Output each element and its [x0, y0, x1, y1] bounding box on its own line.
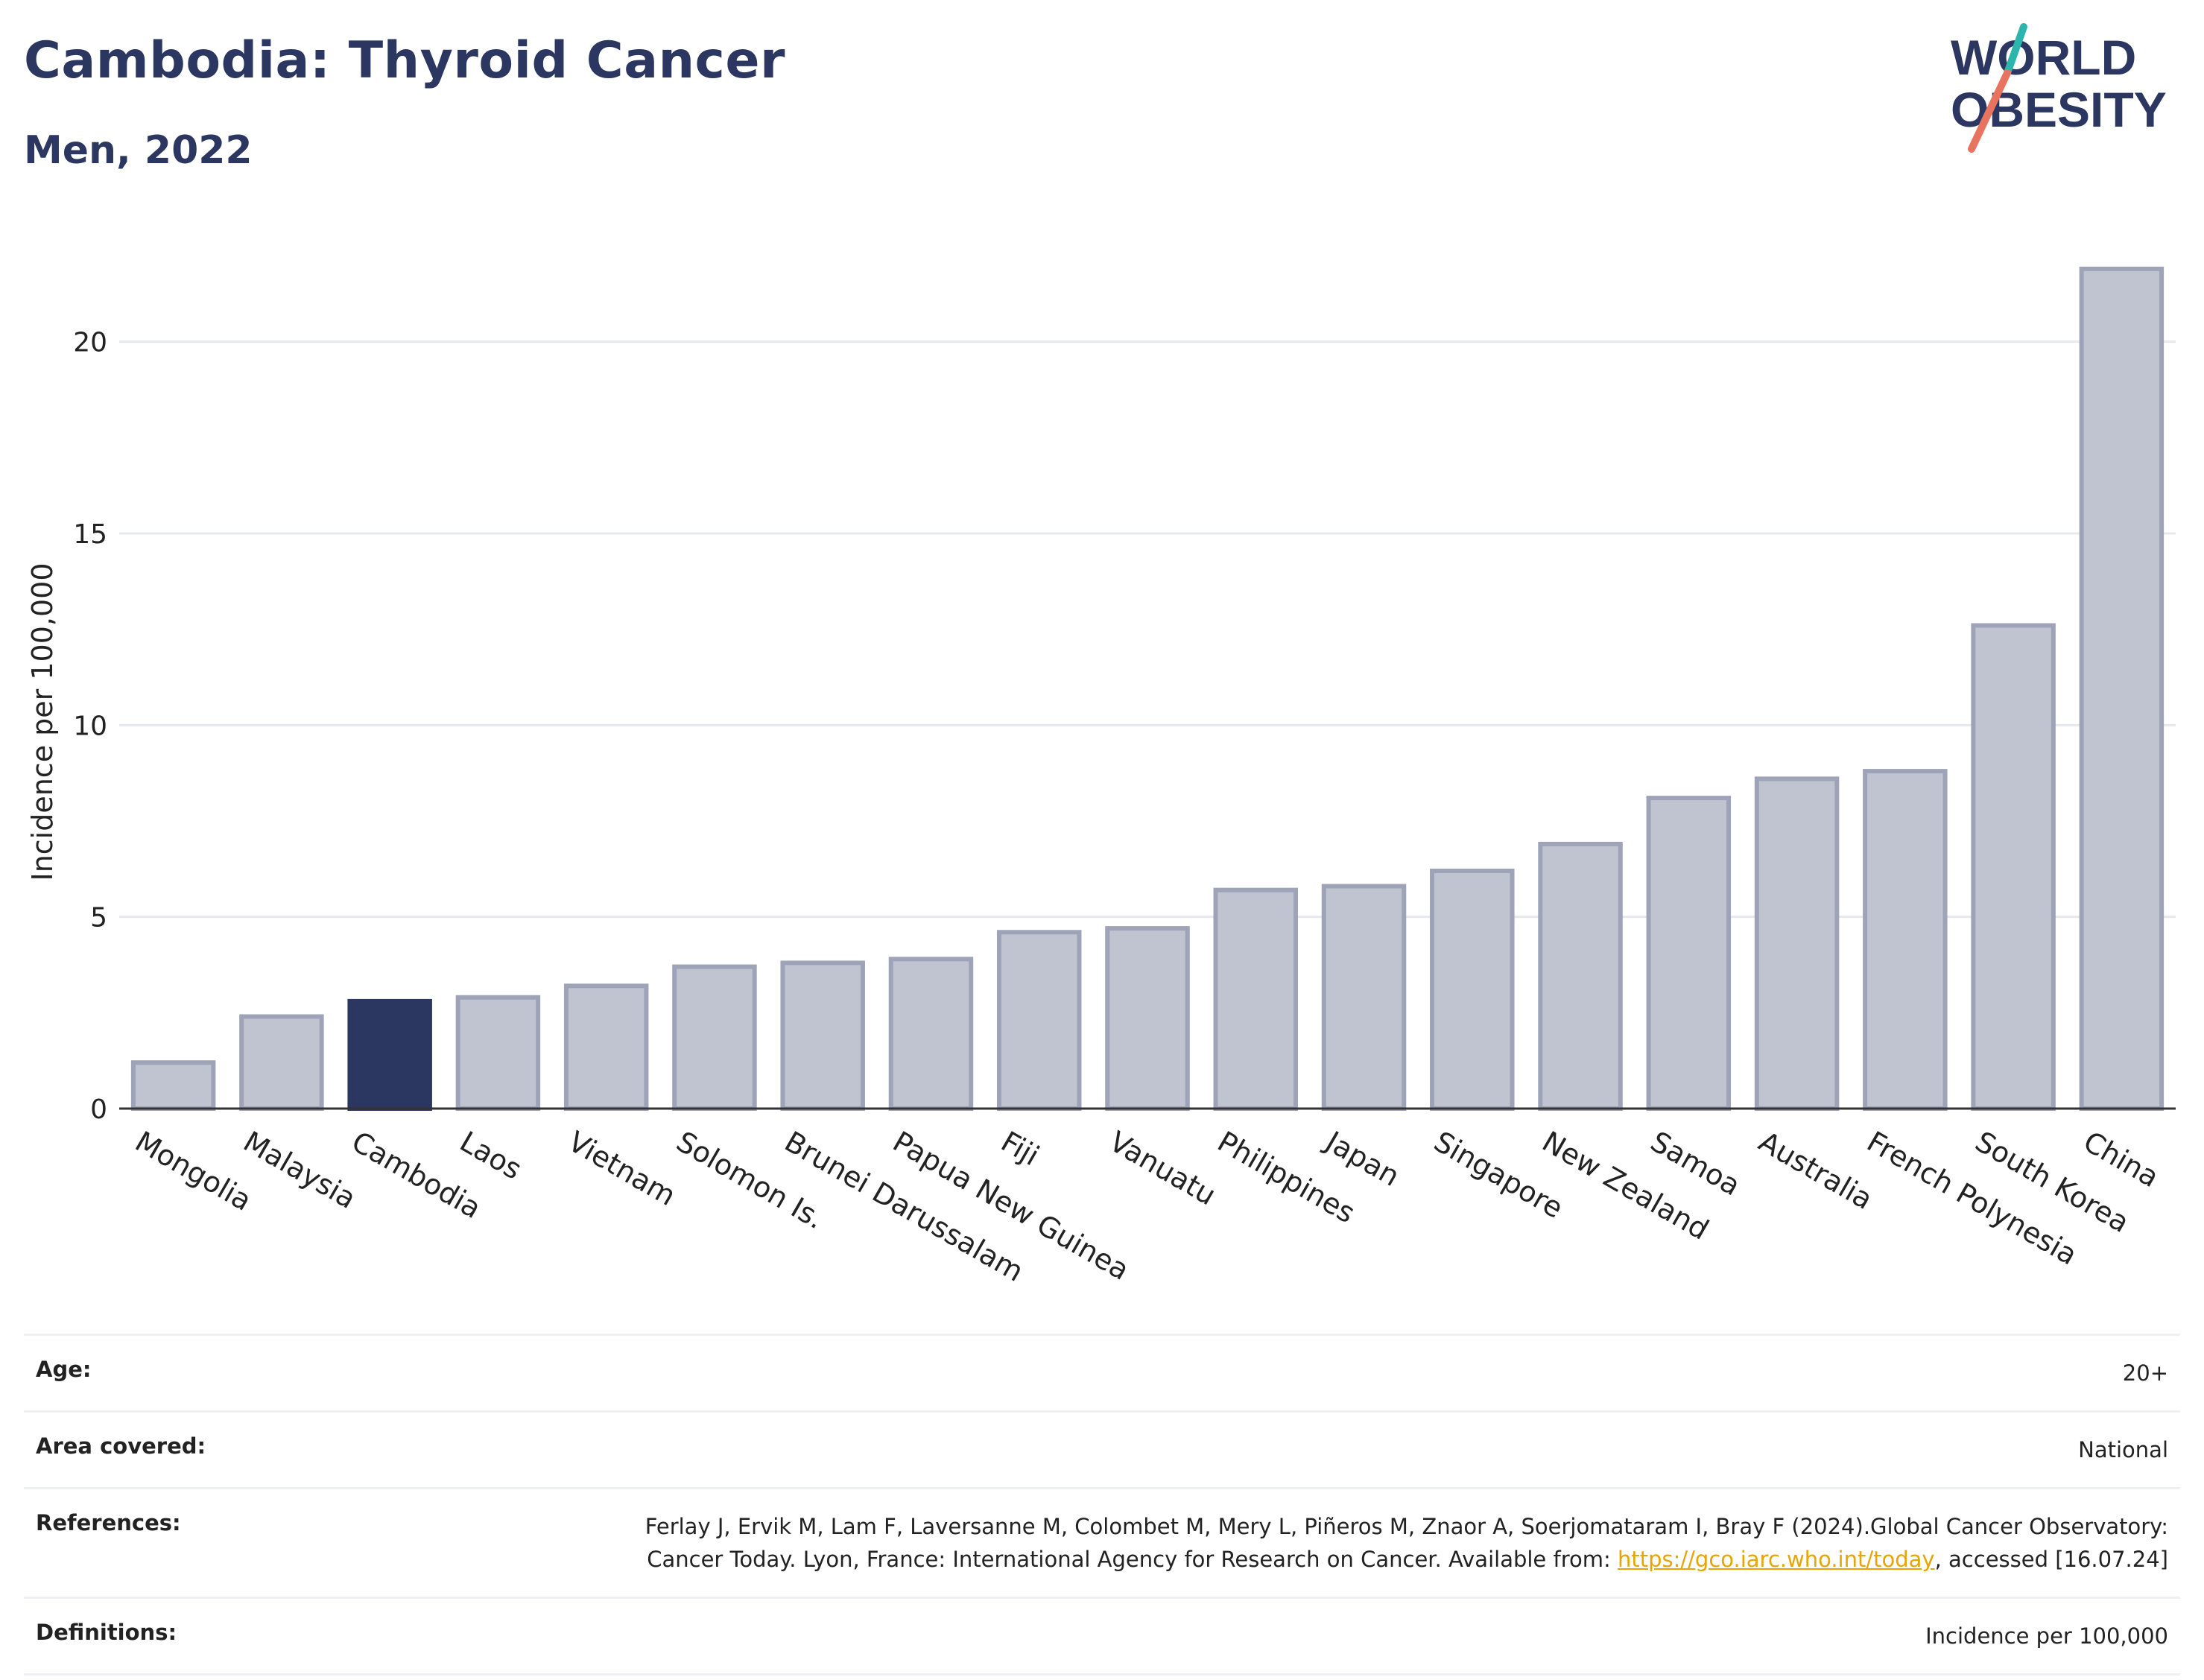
references-text-2: , accessed [16.07.24] [1934, 1547, 2168, 1572]
y-tick-label: 20 [73, 328, 107, 358]
world-obesity-logo: WORLD OBESITY [1951, 23, 2167, 153]
references-text-1: Ferlay J, Ervik M, Lam F, Laversanne M, … [645, 1514, 2168, 1572]
bar-vanuatu [1105, 926, 1190, 1112]
metadata-table: Age: 20+ Area covered: National Referenc… [24, 1334, 2180, 1676]
bars [130, 266, 2165, 1112]
bar-fiji [996, 930, 1082, 1111]
y-axis-ticks: 0 5 10 15 20 [73, 328, 107, 1125]
area-value: National [2078, 1437, 2168, 1462]
x-tick-label: Fiji [995, 1125, 1045, 1172]
bar-new-zealand [1538, 841, 1623, 1111]
logo-line-1: WORLD [1951, 30, 2136, 85]
bar-japan [1321, 884, 1407, 1111]
bar-malaysia [239, 1014, 324, 1111]
meta-row-age: Age: 20+ [24, 1334, 2180, 1410]
bar-south-korea [1971, 623, 2056, 1111]
y-tick-label: 5 [90, 903, 107, 933]
page-subtitle: Men, 2022 [24, 128, 253, 173]
references-link[interactable]: https://gco.iarc.who.int/today [1617, 1547, 1935, 1572]
bar-vietnam [563, 983, 649, 1111]
definitions-label: Definitions: [36, 1620, 177, 1645]
age-label: Age: [36, 1357, 92, 1382]
age-value: 20+ [2122, 1360, 2168, 1386]
y-axis-label: Incidence per 100,000 [26, 562, 59, 881]
bar-french-polynesia [1863, 769, 1948, 1112]
area-label: Area covered: [36, 1433, 206, 1459]
x-tick-label: Japan [1319, 1124, 1405, 1193]
x-tick-label: Vietnam [563, 1125, 681, 1212]
x-tick-label: China [2078, 1125, 2165, 1194]
y-tick-label: 15 [73, 519, 107, 550]
bar-solomon-is- [672, 964, 757, 1112]
x-tick-label: Australia [1753, 1125, 1878, 1216]
references-value: Ferlay J, Ervik M, Lam F, Laversanne M, … [604, 1510, 2168, 1576]
meta-row-area: Area covered: National [24, 1410, 2180, 1487]
x-tick-label: Vanuatu [1104, 1125, 1222, 1211]
meta-row-references: References: Ferlay J, Ervik M, Lam F, La… [24, 1487, 2180, 1597]
bar-brunei-darussalam [780, 960, 865, 1111]
bar-china [2079, 266, 2165, 1111]
bar-australia [1754, 776, 1840, 1112]
bar-papua-new-guinea [888, 957, 974, 1112]
meta-row-definitions: Definitions: Incidence per 100,000 [24, 1597, 2180, 1676]
bar-singapore [1430, 868, 1515, 1111]
x-tick-label: Malaysia [238, 1125, 361, 1215]
x-tick-label: Laos [455, 1125, 528, 1186]
logo-teal-slash [2004, 23, 2027, 77]
bar-cambodia [347, 998, 432, 1111]
bar-samoa [1646, 796, 1732, 1111]
logo-coral-slash [1968, 69, 2011, 153]
page-title: Cambodia: Thyroid Cancer [24, 31, 785, 90]
definitions-value: Incidence per 100,000 [1925, 1623, 2168, 1649]
references-label: References: [36, 1510, 181, 1535]
bar-mongolia [130, 1060, 216, 1111]
y-tick-label: 10 [73, 711, 107, 741]
x-tick-label: Mongolia [130, 1125, 257, 1217]
bar-philippines [1213, 887, 1299, 1111]
y-tick-label: 0 [90, 1094, 107, 1125]
bar-laos [455, 995, 541, 1112]
